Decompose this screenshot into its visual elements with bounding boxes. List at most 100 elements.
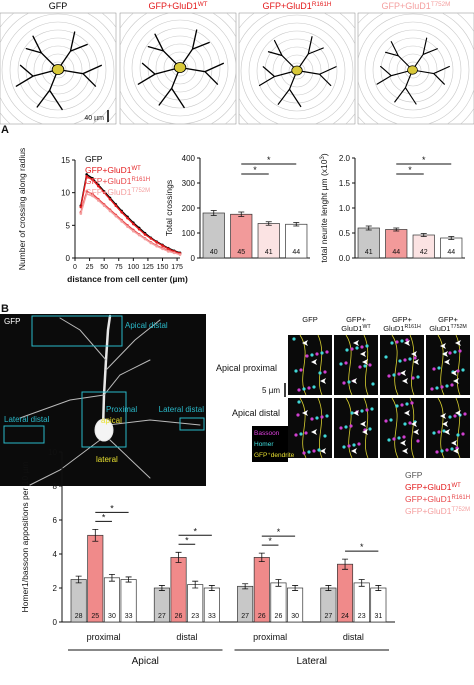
n-label: 27: [158, 613, 166, 620]
error-bar: [448, 236, 455, 240]
point: [155, 244, 158, 248]
point: [108, 197, 112, 201]
arrowhead: [451, 440, 457, 446]
point: [91, 178, 94, 181]
puncta: [445, 448, 449, 452]
puncta: [398, 359, 402, 363]
puncta: [339, 362, 343, 366]
error-bar: [293, 222, 300, 227]
y-tick-label: 0: [191, 254, 196, 263]
arrowhead: [362, 359, 368, 365]
error-bar: [265, 221, 272, 226]
x-tick-label: 75: [115, 264, 123, 271]
puncta: [294, 433, 298, 437]
x-tick-label: 150: [157, 264, 169, 271]
n-label: 28: [75, 613, 83, 620]
puncta: [416, 439, 420, 443]
sholl-images: 40 µm A: [0, 12, 474, 136]
puncta: [365, 344, 369, 348]
arrowhead: [413, 359, 419, 365]
column-header: GFP+: [438, 315, 458, 324]
puncta: [360, 409, 364, 413]
arrowhead: [311, 359, 317, 365]
puncta: [368, 427, 372, 431]
legend-entry: GFP: [85, 154, 103, 164]
legend-entry: GFP+GluD1T752M: [405, 506, 470, 516]
column-header-part: GluD1: [383, 324, 404, 333]
point: [167, 250, 170, 253]
puncta: [299, 368, 303, 372]
arrowhead: [411, 351, 417, 357]
legend-entry-part: R161H: [452, 495, 470, 501]
roi-box: [81, 391, 127, 448]
puncta: [395, 340, 399, 344]
error-bar: [238, 211, 245, 217]
x-tick-label: 0: [73, 264, 77, 271]
puncta: [339, 426, 343, 430]
n-label: 23: [358, 613, 366, 620]
group-label: Lateral: [296, 656, 327, 667]
puncta: [307, 450, 311, 454]
error-bar: [125, 576, 132, 583]
puncta: [320, 415, 324, 419]
error-bar: [192, 580, 199, 589]
significance-label: *: [277, 527, 281, 537]
x-tick-label: 50: [100, 264, 108, 271]
puncta: [432, 367, 436, 371]
arrowhead: [402, 448, 408, 454]
micrograph: [380, 398, 424, 458]
x-tick-label: 100: [127, 264, 139, 271]
significance-label: *: [408, 165, 412, 175]
legend-entry: GFP+GluD1R161H: [405, 494, 470, 504]
row-label: Apical proximal: [216, 363, 277, 373]
puncta: [397, 372, 401, 376]
dendrite-outline: [437, 334, 461, 396]
point: [120, 210, 123, 214]
point: [85, 175, 88, 178]
error-bar: [375, 585, 382, 591]
micrograph: [380, 335, 424, 395]
significance-label: *: [253, 165, 257, 175]
y-tick-label: 5: [66, 221, 71, 230]
n-label: 44: [447, 249, 455, 256]
legend-entry-part: WT: [452, 483, 462, 489]
legend-entry-part: R161H: [132, 177, 150, 183]
significance-label: *: [185, 535, 189, 545]
puncta: [432, 431, 436, 435]
sholl-ring: [404, 61, 422, 79]
sholl-ring: [380, 37, 446, 103]
sholl-ring: [358, 13, 470, 124]
sholl-ring: [155, 43, 205, 93]
puncta: [347, 444, 351, 448]
puncta: [345, 348, 349, 352]
puncta: [352, 443, 356, 447]
puncta: [450, 383, 454, 387]
error-bar: [175, 551, 182, 563]
puncta: [297, 400, 301, 404]
sholl-ring: [49, 61, 67, 79]
image-label: GFP+GluD1R161H: [263, 1, 332, 12]
y-axis-label-part: ): [319, 153, 329, 156]
image-label-part: GFP+GluD1: [148, 1, 197, 11]
point: [132, 222, 135, 226]
channel-label: GFP⁺dendrite: [254, 452, 295, 459]
error-bar: [75, 575, 82, 584]
column-header-part: GluD1: [341, 324, 362, 333]
sholl-ring: [1, 13, 115, 124]
puncta: [350, 411, 354, 415]
puncta: [370, 407, 374, 411]
puncta: [320, 351, 324, 355]
arrowhead: [362, 429, 368, 435]
point: [149, 237, 153, 240]
puncta: [307, 386, 311, 390]
point: [149, 241, 153, 245]
legend-entry-part: GFP+GluD1: [85, 165, 132, 175]
micrograph: [288, 398, 332, 458]
neuron-image: [19, 314, 201, 486]
puncta: [456, 433, 460, 437]
dendrite-outline: [345, 334, 369, 396]
legend-entry-part: GFP+GluD1: [405, 482, 452, 492]
y-tick-label: 10: [61, 189, 70, 198]
puncta: [371, 382, 375, 386]
synapse-images: B GFP Apical distal Proximal apical Late…: [0, 303, 470, 486]
